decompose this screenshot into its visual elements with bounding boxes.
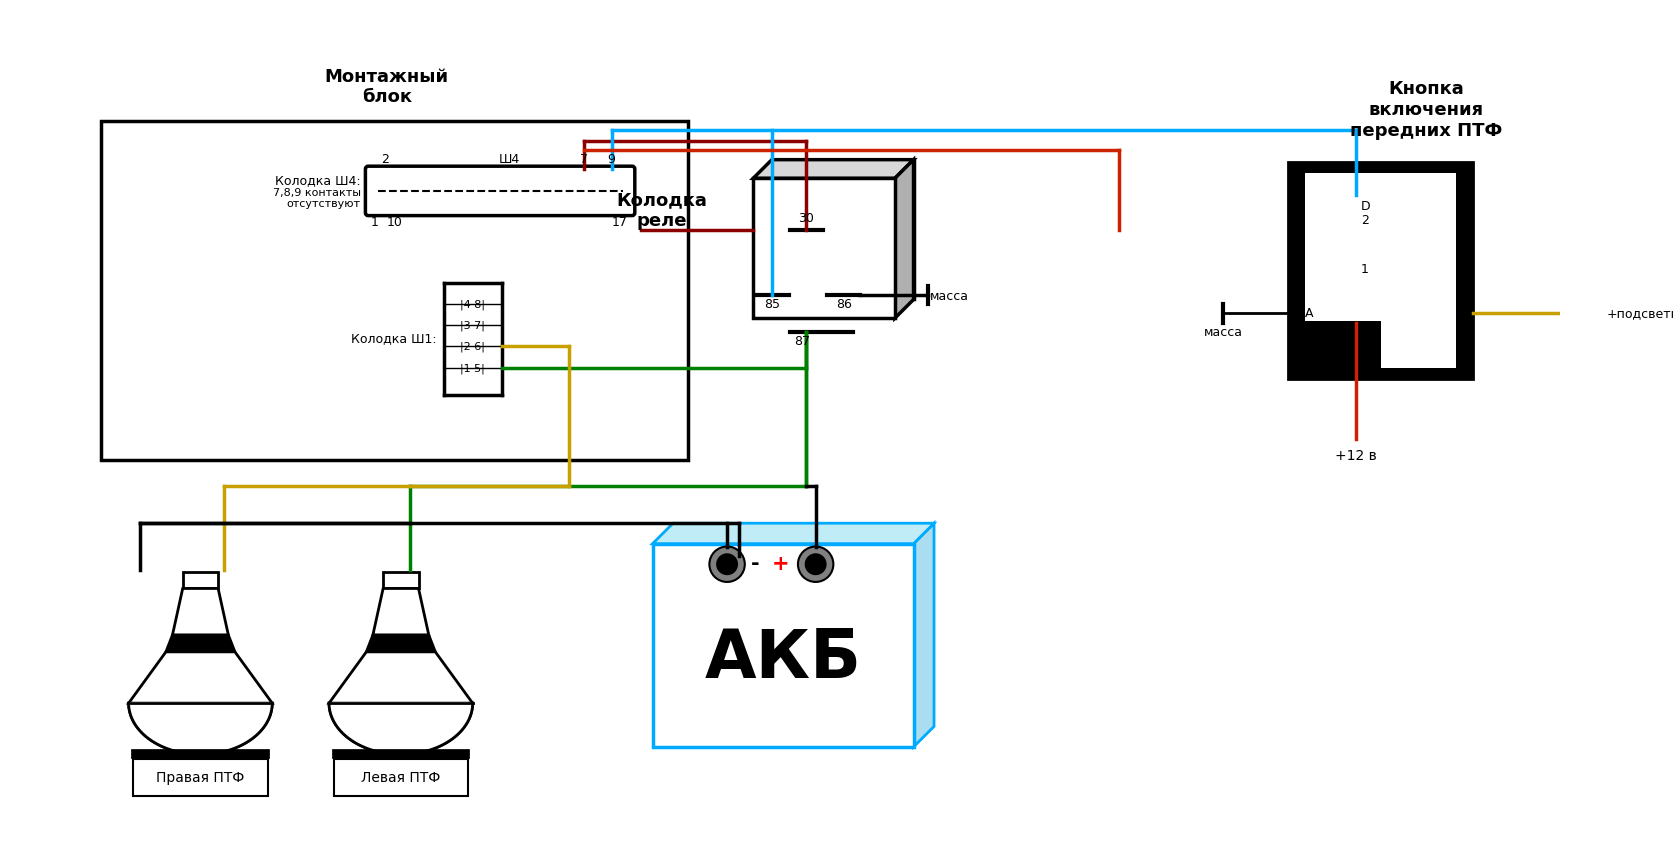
Text: |4 8|: |4 8| bbox=[460, 300, 485, 310]
Text: +12 в: +12 в bbox=[1335, 449, 1377, 463]
FancyBboxPatch shape bbox=[365, 166, 634, 216]
Polygon shape bbox=[166, 635, 234, 652]
Polygon shape bbox=[172, 588, 228, 635]
Text: масса: масса bbox=[930, 290, 969, 304]
Polygon shape bbox=[652, 523, 934, 544]
Text: 7: 7 bbox=[579, 153, 587, 166]
Bar bbox=[1288, 162, 1472, 378]
Text: +подсветка: +подсветка bbox=[1604, 307, 1673, 320]
Text: |3 7|: |3 7| bbox=[460, 320, 485, 331]
Polygon shape bbox=[913, 523, 934, 747]
Bar bbox=[1380, 321, 1456, 367]
Bar bbox=[100, 120, 688, 460]
Text: 1: 1 bbox=[371, 216, 378, 229]
Bar bbox=[134, 759, 268, 796]
Circle shape bbox=[805, 554, 825, 574]
Text: Ш4: Ш4 bbox=[499, 153, 520, 166]
Bar bbox=[652, 544, 913, 747]
Polygon shape bbox=[366, 635, 435, 652]
Text: |1 5|: |1 5| bbox=[460, 363, 485, 374]
Polygon shape bbox=[753, 160, 913, 178]
Text: Правая ПТФ: Правая ПТФ bbox=[156, 771, 244, 784]
Text: Колодка
реле: Колодка реле bbox=[616, 192, 708, 230]
Polygon shape bbox=[895, 160, 913, 318]
Polygon shape bbox=[373, 588, 428, 635]
Text: 85: 85 bbox=[763, 298, 780, 310]
Text: 7,8,9 контакты
отсутствуют: 7,8,9 контакты отсутствуют bbox=[273, 187, 361, 209]
Text: 30: 30 bbox=[798, 212, 813, 225]
Bar bbox=[333, 759, 468, 796]
Text: 9: 9 bbox=[607, 153, 616, 166]
Text: A: A bbox=[1305, 307, 1313, 320]
Text: Кнопка
включения
передних ПТФ: Кнопка включения передних ПТФ bbox=[1350, 81, 1501, 140]
Text: 2: 2 bbox=[381, 153, 388, 166]
Text: Монтажный
блок: Монтажный блок bbox=[325, 68, 448, 107]
Text: -: - bbox=[751, 554, 760, 574]
Polygon shape bbox=[129, 652, 273, 703]
Text: АКБ: АКБ bbox=[704, 626, 862, 692]
Polygon shape bbox=[129, 703, 273, 754]
Text: 1: 1 bbox=[1360, 263, 1369, 276]
Circle shape bbox=[709, 546, 744, 582]
Text: 2: 2 bbox=[1360, 214, 1369, 227]
Bar bbox=[182, 572, 217, 588]
Circle shape bbox=[798, 546, 833, 582]
Text: Колодка Ш4:: Колодка Ш4: bbox=[274, 174, 361, 187]
Text: 10: 10 bbox=[386, 216, 403, 229]
Polygon shape bbox=[330, 703, 472, 754]
Text: Левая ПТФ: Левая ПТФ bbox=[361, 771, 440, 784]
Text: Колодка Ш1:: Колодка Ш1: bbox=[350, 332, 437, 345]
Polygon shape bbox=[330, 652, 472, 703]
Text: 87: 87 bbox=[793, 335, 810, 348]
Text: +: + bbox=[771, 554, 790, 574]
Circle shape bbox=[716, 554, 736, 574]
Bar bbox=[383, 572, 418, 588]
Text: 86: 86 bbox=[835, 298, 852, 310]
Text: |2 6|: |2 6| bbox=[460, 341, 485, 353]
Text: масса: масса bbox=[1203, 326, 1241, 339]
Bar bbox=[1305, 173, 1456, 321]
Bar bbox=[771, 160, 913, 299]
Text: 17: 17 bbox=[611, 216, 627, 229]
Text: D: D bbox=[1360, 200, 1370, 212]
Text: B: B bbox=[1459, 307, 1467, 320]
Bar bbox=[753, 178, 895, 318]
